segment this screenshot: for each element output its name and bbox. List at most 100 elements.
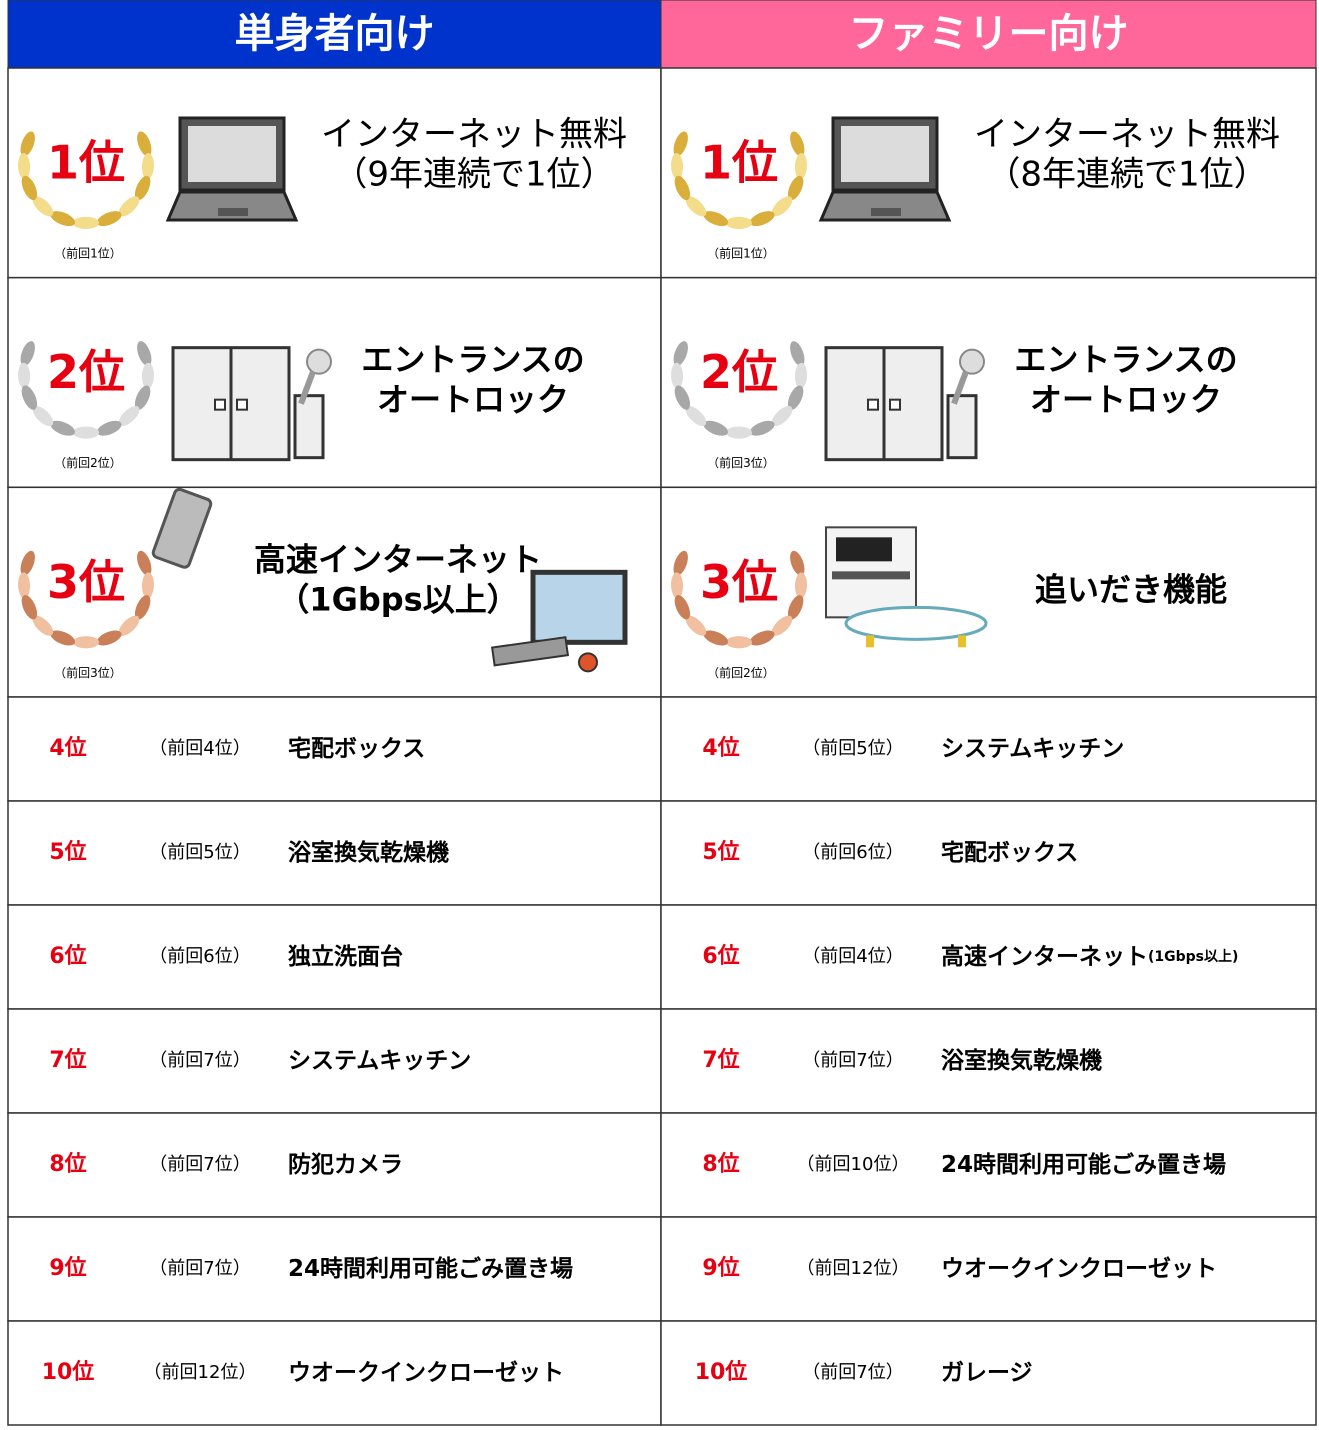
feature-label-text: 浴室換気乾燥機 (941, 1047, 1102, 1074)
key-box (293, 394, 325, 460)
rank-cell (7, 904, 662, 1010)
rank: 9位 (49, 1255, 86, 1281)
feature-label: 浴室換気乾燥機 (941, 1047, 1102, 1074)
wreath-leaf (137, 341, 152, 366)
wreath-leaf (32, 615, 54, 636)
door-handle (867, 398, 879, 411)
feature-label: 独立洗面台 (288, 943, 403, 970)
feature-label-text: ウオークインクローゼット (288, 1360, 564, 1386)
wreath-leaf (685, 615, 707, 636)
wreath-icon (18, 550, 154, 649)
rank: 10位 (695, 1359, 748, 1385)
wreath-icon (671, 341, 807, 439)
wreath-leaf (788, 595, 804, 620)
rank-cell (660, 276, 1317, 489)
wreath-leaf (788, 385, 804, 410)
feature-label-text: ウオークインクローゼット (941, 1256, 1217, 1282)
panel-buttons (832, 571, 910, 580)
previous-rank: （前回6位） (802, 842, 903, 863)
wreath-leaf (73, 216, 99, 229)
feature-label: 24時間利用可能ごみ置き場 (288, 1255, 573, 1282)
previous-rank: （前回1位） (707, 246, 775, 261)
laptop-glass (841, 126, 929, 182)
previous-rank: （前回2位） (707, 665, 775, 680)
wreath-leaf (21, 595, 37, 620)
key-head (306, 348, 332, 375)
laptop-pad (871, 208, 901, 216)
rank: 5位 (49, 839, 86, 865)
wreath-leaf (141, 572, 154, 599)
wreath-leaf (20, 550, 35, 576)
rank: 1位 (700, 136, 778, 190)
feature-label: （1Gbps以上） (277, 580, 518, 618)
key-shaft (298, 370, 316, 405)
rank: 1位 (47, 136, 125, 190)
wreath-leaf (749, 630, 775, 646)
wreath-leaf (794, 362, 807, 389)
feature-label-text: システムキッチン (288, 1048, 471, 1074)
rank-cell (660, 1008, 1317, 1114)
rank: 6位 (702, 943, 739, 969)
tub-leg (958, 635, 966, 648)
feature-label: （8年連続で1位） (986, 155, 1267, 195)
wreath-leaf (18, 153, 31, 180)
feature-label: 宅配ボックス (288, 736, 425, 762)
wreath-leaf (673, 341, 688, 366)
wreath-leaf (18, 362, 31, 389)
previous-rank: （前回5位） (149, 842, 250, 863)
wreath-leaf (671, 572, 684, 599)
mouse (578, 652, 598, 673)
feature-label: エントランスの (361, 341, 584, 379)
rank-cell (7, 1008, 662, 1114)
wreath-leaf (20, 341, 35, 366)
key-box (946, 394, 978, 460)
previous-rank: （前回6位） (149, 946, 250, 967)
tub-leg (866, 635, 874, 648)
wreath-leaf (50, 211, 76, 227)
feature-label-text: 宅配ボックス (288, 736, 425, 762)
wreath-leaf (135, 595, 151, 620)
column-title: 単身者向け (235, 11, 435, 57)
wreath-leaf (788, 175, 804, 201)
wreath-leaf (685, 406, 707, 427)
previous-rank: （前回7位） (802, 1362, 903, 1383)
previous-rank: （前回5位） (802, 738, 903, 759)
rank: 10位 (42, 1359, 95, 1385)
feature-label: ウオークインクローゼット (941, 1256, 1217, 1282)
door-handle (236, 398, 248, 411)
wreath-leaf (141, 153, 154, 180)
laptop-icon (818, 116, 952, 222)
laptop-glass (188, 126, 276, 182)
autolock-icon (171, 346, 332, 462)
previous-rank: （前回10位） (797, 1154, 910, 1175)
wreath-leaf (790, 341, 805, 366)
wreath-leaf (118, 406, 140, 427)
wreath-leaf (32, 406, 54, 427)
wreath-icon (671, 550, 807, 649)
feature-label-text: 独立洗面台 (288, 943, 403, 970)
wreath-leaf (671, 362, 684, 389)
feature-label: システムキッチン (941, 736, 1124, 762)
previous-rank: （前回3位） (707, 455, 775, 470)
laptop-base (165, 190, 299, 222)
wreath-leaf (21, 385, 37, 410)
previous-rank: （前回7位） (802, 1050, 903, 1071)
wreath-leaf (794, 572, 807, 599)
rank: 4位 (49, 735, 86, 761)
wreath-leaf (794, 153, 807, 180)
feature-label-text: 防犯カメラ (288, 1151, 403, 1178)
wreath-leaf (32, 196, 54, 217)
rank: 2位 (47, 345, 125, 399)
wreath-leaf (20, 131, 35, 157)
laptop-base (818, 190, 952, 222)
feature-label-text: 宅配ボックス (941, 840, 1078, 866)
wreath-leaf (674, 385, 690, 410)
wreath-leaf (726, 426, 752, 439)
feature-label: ウオークインクローゼット (288, 1360, 564, 1386)
feature-label: 宅配ボックス (941, 840, 1078, 866)
rank: 9位 (702, 1255, 739, 1281)
wreath-leaf (96, 630, 122, 646)
wreath-leaf (703, 630, 729, 646)
